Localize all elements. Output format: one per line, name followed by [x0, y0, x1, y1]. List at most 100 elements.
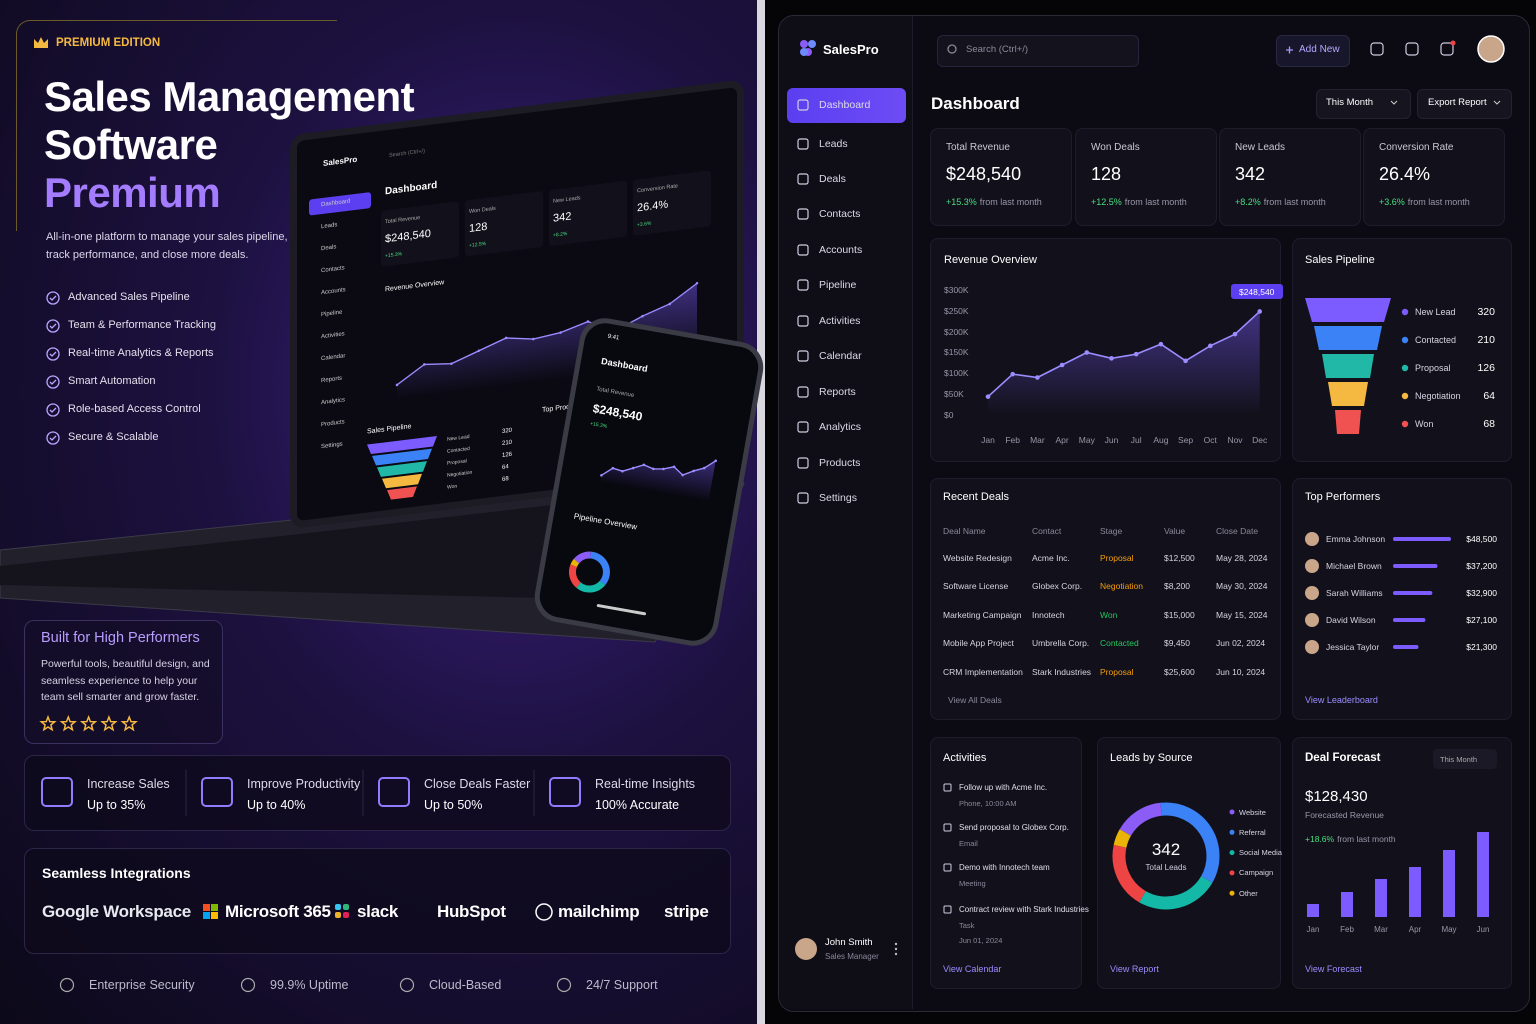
integration-logo: HubSpot: [437, 901, 506, 921]
x-tick-label: Feb: [1340, 925, 1354, 935]
table-cell: Proposal: [1100, 666, 1134, 677]
table-cell: Jun 10, 2024: [1216, 666, 1266, 677]
brand: SalesPro: [823, 42, 879, 58]
mini-point: [668, 302, 672, 306]
nav-item[interactable]: Calendar: [819, 349, 862, 362]
kpi-note: from last month: [1407, 196, 1470, 207]
kpi-change: +3.6%: [1379, 196, 1405, 207]
phone-donut-segment: [573, 551, 591, 564]
mock-funnel-label: Won: [447, 483, 458, 491]
forecast-note: from last month: [1337, 833, 1396, 844]
x-tick-label: Jan: [981, 434, 995, 445]
kpi-card: [930, 128, 1072, 226]
x-tick-label: Feb: [1005, 434, 1021, 445]
search-box[interactable]: [937, 35, 1139, 67]
kpi-note: from last month: [979, 196, 1042, 207]
mock-kpi-value: 342: [553, 210, 572, 226]
mini-point: [692, 469, 695, 473]
nav-item[interactable]: Products: [819, 456, 861, 469]
nav-item[interactable]: Deals: [819, 172, 846, 185]
benefit-detail: Up to 40%: [247, 797, 306, 812]
performer-name: Michael Brown: [1326, 560, 1382, 571]
nav-item[interactable]: Activities: [819, 314, 861, 327]
legend-label: New Lead: [1415, 306, 1456, 317]
phone-donut-segment: [590, 551, 610, 586]
mini-chart: [568, 551, 647, 616]
home-indicator: [596, 604, 647, 616]
x-tick-label: Jan: [1306, 925, 1320, 935]
nav-item[interactable]: Settings: [819, 491, 857, 504]
link: View Report: [1110, 963, 1159, 974]
kpi-value: $248,540: [946, 164, 1022, 185]
kpi-change: +12.5%: [1091, 196, 1122, 207]
table-cell: Globex Corp.: [1032, 580, 1083, 591]
table-cell: May 30, 2024: [1216, 580, 1268, 591]
highlight-text: Powerful tools, beautiful design, and se…: [41, 658, 210, 703]
x-tick-label: Jul: [1130, 434, 1142, 445]
kpi-change: +15.3%: [946, 196, 977, 207]
forecast-period[interactable]: [1433, 749, 1497, 769]
forecast-card: [1292, 737, 1512, 989]
legend-label: Campaign: [1239, 868, 1274, 878]
feature: Role-based Access Control: [68, 403, 201, 416]
revenue-card: [930, 238, 1281, 462]
user-name: John Smith: [825, 937, 873, 949]
table-cell: May 15, 2024: [1216, 609, 1268, 620]
hero-title: Software: [44, 120, 218, 168]
y-tick-label: $300K: [944, 284, 969, 295]
mini-point: [714, 459, 717, 463]
divider: [757, 0, 765, 1024]
table-cell: Website Redesign: [943, 552, 1012, 563]
mini-line: [396, 282, 698, 386]
table-cell: $12,500: [1164, 552, 1195, 563]
table-cell: Software License: [943, 580, 1009, 591]
integration-logo: stripe: [664, 901, 709, 921]
mock-funnel-value: 320: [502, 428, 513, 436]
chart-title: Leads by Source: [1110, 752, 1193, 765]
nav-item[interactable]: Contacts: [819, 207, 861, 220]
hero-title: Sales Management: [44, 72, 415, 120]
table-cell: $8,200: [1164, 580, 1190, 591]
nav-item[interactable]: Accounts: [819, 243, 863, 256]
nav-item[interactable]: Dashboard: [819, 98, 871, 111]
kpi-change: +8.2%: [1235, 196, 1261, 207]
x-tick-label: Aug: [1153, 434, 1169, 445]
forecast-total: $128,430: [1305, 788, 1368, 805]
kpi-note: from last month: [1263, 196, 1326, 207]
mini-point: [504, 336, 508, 340]
integration-logo: mailchimp: [558, 901, 640, 921]
table-header: Contact: [1032, 525, 1062, 536]
table-cell: $9,450: [1164, 637, 1190, 648]
benefit-detail: Up to 50%: [424, 797, 483, 812]
benefits-bar: [24, 755, 731, 831]
activity-title: Demo with Innotech team: [959, 863, 1050, 873]
nav-item[interactable]: Leads: [819, 137, 848, 150]
mini-point: [532, 337, 535, 341]
mini-point: [652, 467, 655, 471]
table-cell: $15,000: [1164, 609, 1195, 620]
mini-point: [662, 467, 665, 471]
kpi-note: from last month: [1124, 196, 1187, 207]
nav-item[interactable]: Pipeline: [819, 278, 857, 291]
annotation: $248,540: [1238, 286, 1275, 297]
deals-card: [930, 478, 1281, 720]
performer-value: $48,500: [1466, 533, 1497, 544]
forecast-total-label: Forecasted Revenue: [1305, 809, 1384, 820]
legend-label: Negotiation: [1415, 390, 1461, 401]
x-tick-label: Mar: [1374, 925, 1388, 935]
phone-donut-segment: [570, 558, 580, 568]
nav-item[interactable]: Analytics: [819, 420, 862, 433]
mini-point: [642, 463, 646, 467]
kpi-value: 26.4%: [1379, 164, 1431, 185]
search-placeholder: Search (Ctrl+/): [966, 44, 1029, 56]
phone: 9:41 Dashboard Total Revenue $248,540 +15.3%…: [530, 314, 768, 650]
mini-point: [681, 473, 685, 477]
performer-name: Emma Johnson: [1326, 533, 1386, 544]
hero-description: All-in-one platform to manage your sales…: [46, 231, 288, 261]
feature: Advanced Sales Pipeline: [68, 291, 190, 304]
kpi-label: Won Deals: [1091, 142, 1140, 153]
x-tick-label: Jun: [1104, 434, 1119, 445]
nav-item[interactable]: Reports: [819, 385, 856, 398]
mini-chart: [367, 435, 437, 500]
x-tick-label: Jun: [1476, 925, 1490, 935]
